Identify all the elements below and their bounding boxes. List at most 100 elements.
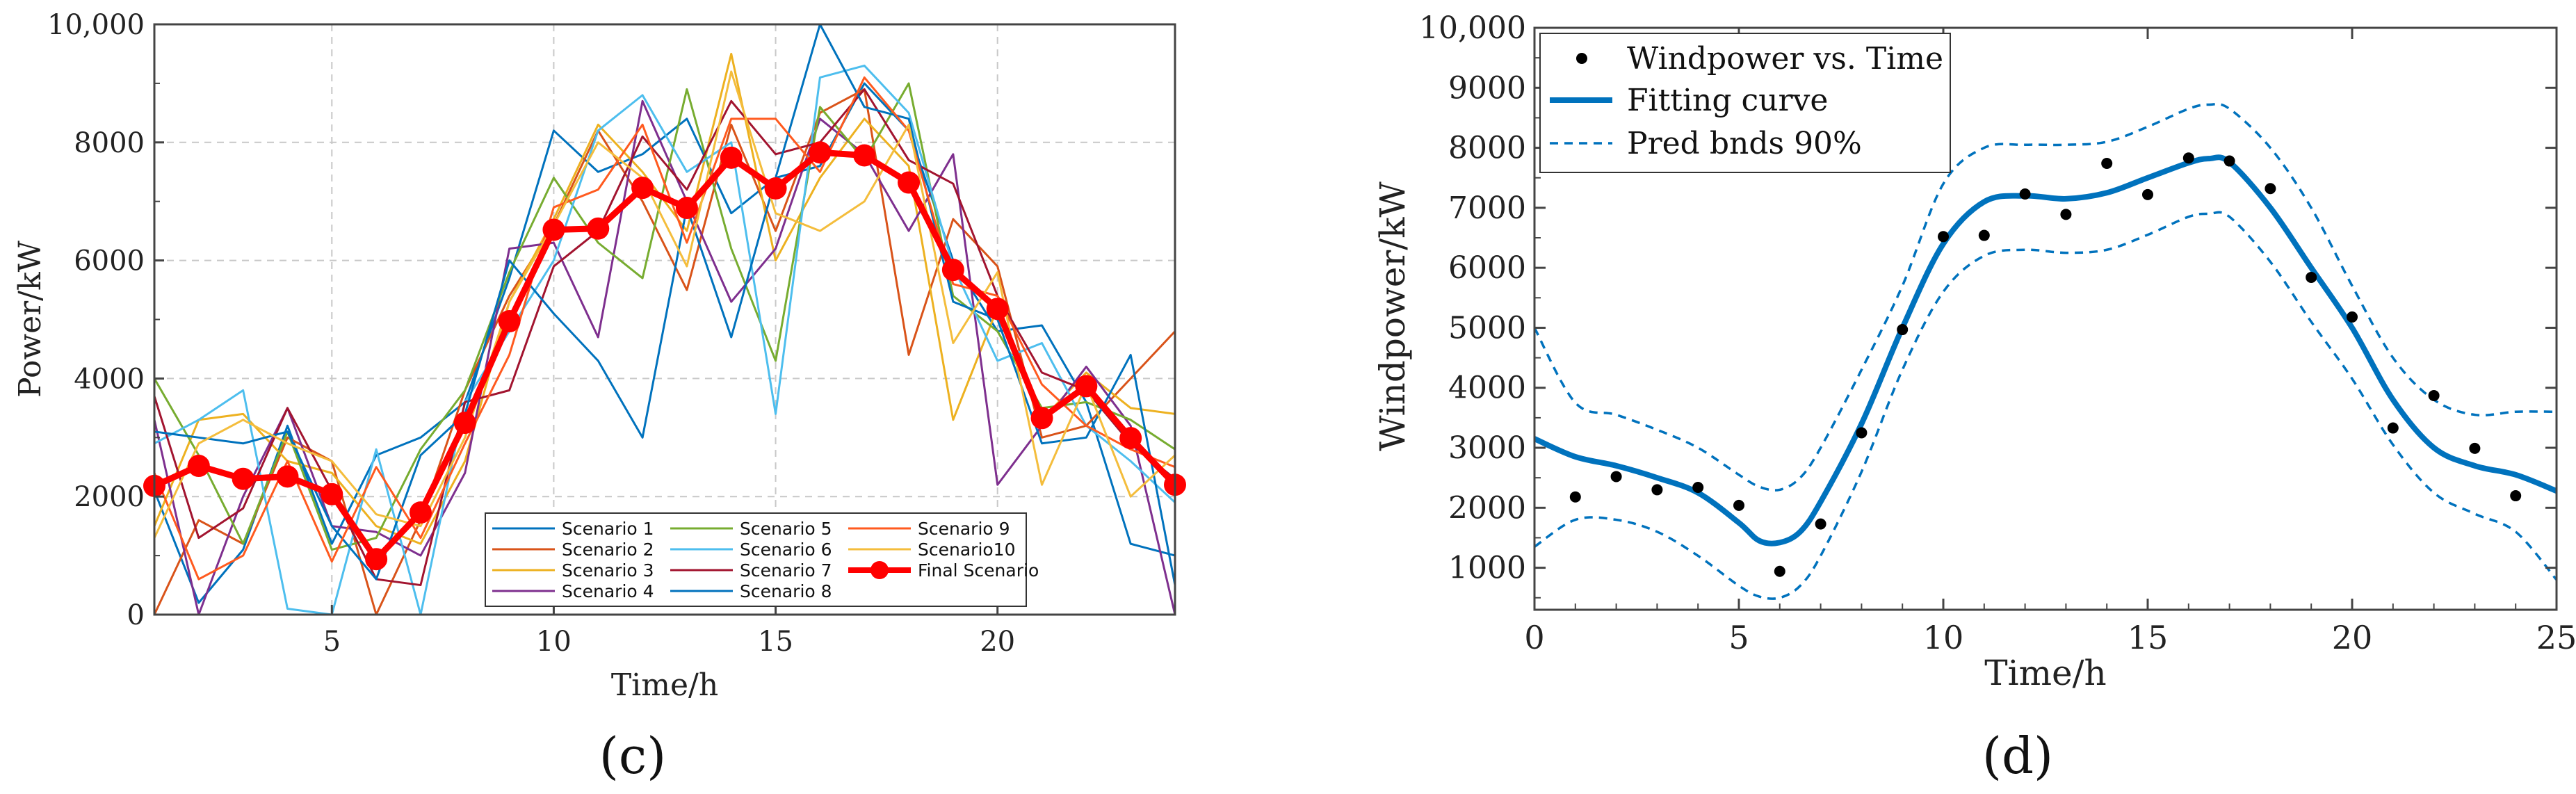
chart-d-data-point [2306,271,2317,283]
chart-d-legend-label: Fitting curve [1627,83,1828,118]
chart-c-final-point [986,298,1009,321]
chart-c-final-point [853,144,876,167]
chart-d-data-point [1897,324,1909,336]
chart-c-final-point [187,455,210,478]
chart-c-legend-label: Scenario 9 [918,519,1010,539]
chart-d-y-tick-label: 2000 [1448,490,1526,526]
chart-d-points [1569,152,2522,577]
chart-c-y-tick-label: 6000 [74,245,145,277]
chart-c-final-point [276,465,299,488]
chart-d: 0 5 10 15 20 25 1000 2000 3000 4000 5000 6000 7000 80… [1372,10,2576,785]
chart-c-legend-label: Scenario 2 [562,540,654,560]
chart-c-legend-marker [870,561,889,579]
chart-c-x-tick-label: 15 [758,626,793,658]
chart-d-frame [1533,26,2558,611]
chart-c-final-point [675,197,698,220]
chart-d-caption: (d) [1982,727,2053,785]
chart-c-series-line-8 [154,23,1176,585]
chart-c-final-point [453,412,476,435]
chart-c-x-axis-label: Time/h [611,667,718,703]
chart-d-x-tick-label: 15 [2128,619,2169,656]
chart-c-final-point [809,141,832,164]
chart-c-final-point [1075,375,1098,398]
chart-c-legend-label: Scenario10 [918,540,1016,560]
chart-d-data-point [2101,158,2113,170]
chart-c-final-point [898,171,921,194]
chart-d-data-point [2510,490,2522,502]
chart-d-data-point [2019,188,2031,200]
chart-c-final-point [631,177,654,200]
chart-d-data-point [2223,155,2235,167]
chart-d-legend-label: Pred bnds 90% [1627,126,1862,161]
chart-d-data-point [1610,471,1622,483]
chart-d-y-axis-label: Windpower/kW [1372,181,1413,451]
chart-d-x-tick-label: 20 [2332,619,2373,656]
chart-c-legend-label: Final Scenario [918,560,1039,581]
chart-c-final-scenario [143,141,1186,571]
chart-c-final-point [409,501,432,524]
chart-d-y-tick-label: 4000 [1448,371,1526,406]
chart-d-data-point [1774,565,1785,577]
chart-c-final-point [764,177,787,200]
chart-c-legend-label: Scenario 6 [740,540,832,560]
chart-d-data-point [1733,499,1744,511]
chart-d-y-tick-label: 3000 [1448,430,1526,466]
chart-d-y-tick-label: 8000 [1448,131,1526,166]
chart-c-final-point [232,467,254,490]
chart-c-final-point [1030,407,1053,430]
chart-c-final-point [941,259,964,282]
chart-c-legend-label: Scenario 5 [740,519,832,539]
chart-d-y-tick-label: 6000 [1448,250,1526,286]
chart-c-legend-label: Scenario 8 [740,581,832,601]
chart-c-series-line-4 [153,99,1176,616]
chart-d-y-tick-label: 9000 [1448,70,1526,106]
chart-d-y-tick-label: 10,000 [1419,10,1526,46]
chart-d-data-point [1692,481,1704,493]
chart-c-final-point [365,548,388,571]
chart-d-legend: Windpower vs. Time Fitting curve Pred bnds… [1539,33,1951,173]
chart-d-data-point [2469,442,2481,454]
chart-d-data-point [2387,422,2399,434]
chart-c-y-tick-label: 4000 [74,363,145,395]
chart-d-data-point [1978,229,1990,241]
chart-c-legend-label: Scenario 7 [740,560,832,581]
chart-d-y-tick-label: 1000 [1448,551,1526,586]
chart-d-pred-upper [1533,102,2557,492]
chart-d-ticks: 0 5 10 15 20 25 1000 2000 3000 4000 5000 6000 7000 80… [1419,10,2576,656]
chart-c-x-tick-label: 10 [536,626,572,658]
chart-d-x-tick-label: 10 [1923,619,1964,656]
chart-d-x-tick-label: 5 [1728,619,1749,656]
chart-c-legend-label: Scenario 1 [562,519,654,539]
chart-c-final-point [587,217,610,240]
chart-c-final-point [542,218,565,241]
chart-c-y-tick-label: 10,000 [47,9,145,41]
chart-d-data-point [1938,231,1949,243]
chart-d-data-point [2142,188,2153,200]
chart-d-data-point [1569,491,1581,503]
chart-c-x-tick-label: 20 [980,626,1015,658]
chart-c-y-tick-label: 2000 [74,481,145,513]
chart-d-data-point [2428,389,2440,401]
chart-c-final-point [720,146,743,169]
chart-d-data-point [1856,427,1868,439]
chart-c-final-point [321,483,343,505]
chart-c-ticks: 5 10 15 20 0 2000 4000 6000 8000 10,000 [47,9,1015,658]
chart-d-x-axis-label: Time/h [1984,653,2106,693]
chart-c-y-tick-label: 8000 [74,127,145,159]
chart-c: 5 10 15 20 0 2000 4000 6000 8000 10,000 Time/h Po… [13,9,1186,785]
chart-d-data-point [1815,518,1826,530]
chart-c-legend-label: Scenario 3 [562,560,654,581]
chart-d-data-point [1651,484,1663,496]
chart-c-final-point [1119,427,1142,450]
chart-d-y-tick-label: 7000 [1448,191,1526,226]
chart-c-caption: (c) [599,727,667,785]
chart-c-legend-box [485,512,1027,607]
chart-d-y-tick-label: 5000 [1448,310,1526,346]
chart-d-legend-label: Windpower vs. Time [1627,41,1943,76]
chart-c-y-tick-label: 0 [127,599,145,631]
chart-d-data-point [2060,209,2072,220]
chart-c-legend-label: Scenario 4 [562,581,654,601]
chart-c-x-tick-label: 5 [323,626,341,658]
